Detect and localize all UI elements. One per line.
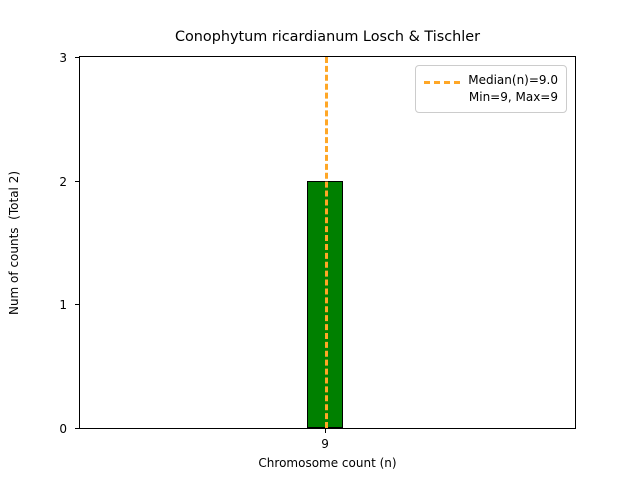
y-axis-label-container: Num of counts (Total 2)	[0, 56, 28, 429]
ytick-3: 3	[59, 51, 80, 65]
plot-area: 0 1 2 3 9 Median(n)=9.0 Min=9, Max=9	[59, 51, 576, 451]
ytick-0: 0	[59, 422, 80, 436]
legend-entry-median: Median(n)=9.0 Min=9, Max=9	[424, 72, 558, 106]
legend-text-block: Median(n)=9.0 Min=9, Max=9	[468, 72, 558, 106]
ytick-label-2: 2	[59, 174, 67, 189]
xtick-9	[325, 428, 327, 433]
y-axis-label: Num of counts (Total 2)	[7, 170, 21, 315]
legend-label-minmax: Min=9, Max=9	[468, 90, 558, 104]
dashed-line-icon	[424, 72, 461, 89]
ytick-label-3: 3	[59, 51, 67, 65]
page-title: Conophytum ricardianum Losch & Tischler	[174, 29, 481, 45]
median-line	[325, 57, 329, 428]
ytick-label-0: 0	[59, 422, 67, 436]
legend-label-median: Median(n)=9.0	[468, 73, 558, 87]
legend: Median(n)=9.0 Min=9, Max=9	[415, 65, 567, 113]
ytick-2: 2	[59, 175, 80, 189]
ytick-label-1: 1	[59, 298, 67, 313]
xtick-label-9: 9	[321, 437, 329, 451]
x-axis-label: Chromosome count (n)	[258, 456, 397, 470]
ytick-1: 1	[59, 298, 80, 312]
